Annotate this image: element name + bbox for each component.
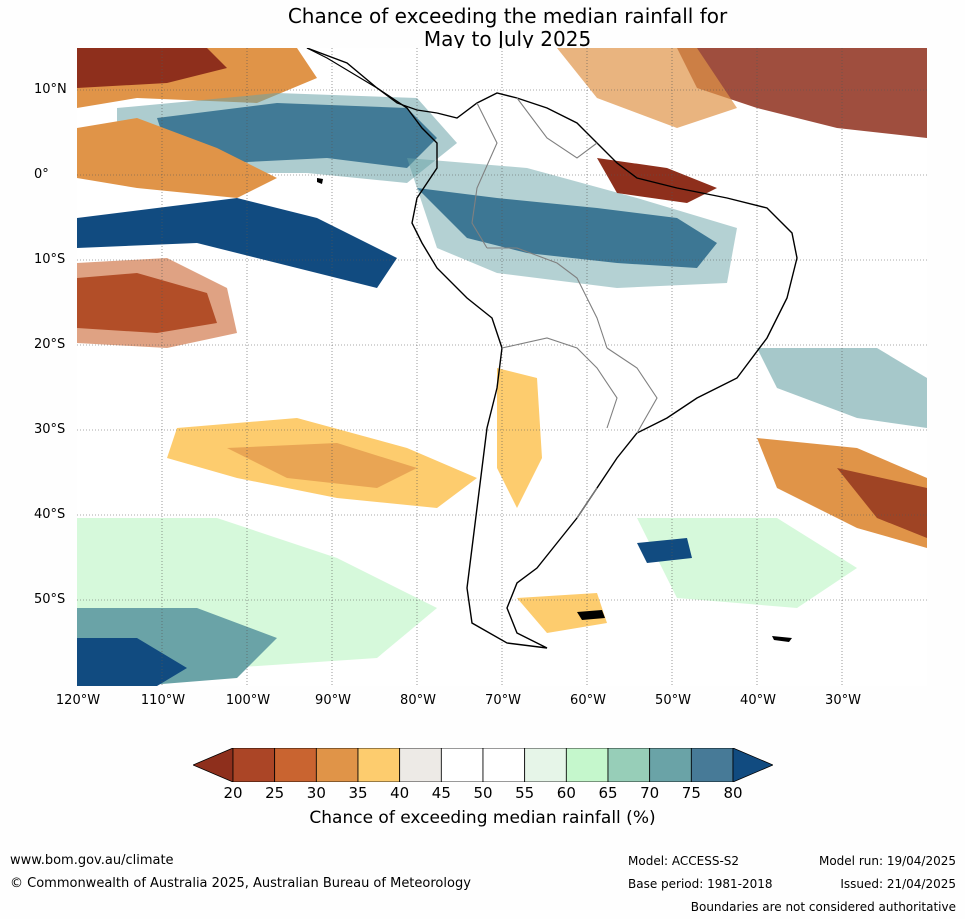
falkland-islands — [577, 610, 605, 620]
colorbar-arrow-right — [732, 748, 773, 782]
colorbar-segment — [274, 748, 317, 782]
colorbar-arrow-left — [193, 748, 234, 782]
colorbar-segment — [690, 748, 734, 782]
galapagos — [317, 178, 323, 184]
rainfall-map — [77, 48, 927, 686]
central-america-coastline — [306, 48, 438, 114]
colorbar-tick-label: 30 — [306, 784, 326, 802]
lat-label-20s: 20°S — [34, 337, 66, 352]
colorbar-segment — [565, 748, 609, 782]
orange-band-mid — [77, 118, 277, 198]
colorbar-tick-label: 80 — [723, 784, 743, 802]
colorbar-segment — [399, 748, 442, 782]
map-title-line2: May to July 2025 — [423, 27, 592, 51]
footer-issued: Issued: 21/04/2025 — [840, 877, 956, 891]
green-atlantic-south — [637, 518, 857, 608]
colorbar-segment — [440, 748, 484, 782]
colorbar-segment — [357, 748, 401, 782]
colorbar-segment — [524, 748, 567, 782]
red-guiana — [597, 158, 717, 203]
lon-label-50w: 50°W — [655, 693, 691, 708]
colorbar-tick-label: 25 — [265, 784, 285, 802]
lon-label-40w: 40°W — [740, 693, 776, 708]
lat-label-10n: 10°N — [34, 82, 67, 97]
footer-base-period: Base period: 1981-2018 — [628, 877, 773, 891]
lat-label-0: 0° — [34, 167, 49, 182]
footer-model: Model: ACCESS-S2 — [628, 854, 740, 868]
orange-patagonia — [517, 593, 607, 633]
footer-copyright: © Commonwealth of Australia 2025, Austra… — [10, 876, 471, 891]
lon-label-30w: 30°W — [825, 693, 861, 708]
footer-disclaimer: Boundaries are not considered authoritat… — [690, 900, 956, 914]
colorbar-segment — [315, 748, 359, 782]
colorbar-tick-label: 35 — [348, 784, 368, 802]
lon-label-80w: 80°W — [400, 693, 436, 708]
orange-band-west — [77, 258, 237, 348]
colorbar-segment — [607, 748, 651, 782]
blue-south — [77, 638, 187, 686]
colorbar-tick-label: 70 — [640, 784, 660, 802]
orange-pacific-south-2 — [227, 443, 417, 488]
lon-label-110w: 110°W — [140, 693, 186, 708]
colorbar-tick-label: 75 — [681, 784, 701, 802]
red-band-north — [77, 48, 227, 88]
lon-label-100w: 100°W — [225, 693, 271, 708]
colorbar-segment — [232, 748, 276, 782]
colorbar-tick-label: 45 — [431, 784, 451, 802]
colorbar-tick-label: 65 — [598, 784, 618, 802]
lat-label-10s: 10°S — [34, 252, 66, 267]
graticule — [77, 48, 927, 686]
colorbar-segment — [482, 748, 526, 782]
footer-model-run: Model run: 19/04/2025 — [818, 854, 956, 868]
south-georgia — [772, 636, 792, 642]
colorbar-label: Chance of exceeding median rainfall (%) — [309, 808, 656, 828]
orange-atlantic-north — [557, 48, 737, 128]
south-america-coastline — [306, 48, 798, 649]
blue-atlantic-south — [637, 538, 692, 563]
lon-label-120w: 120°W — [55, 693, 101, 708]
colorbar-tick-label: 40 — [390, 784, 410, 802]
colorbar-tick-label: 55 — [515, 784, 535, 802]
orange-chile — [497, 368, 542, 508]
lon-label-90w: 90°W — [315, 693, 351, 708]
lat-label-30s: 30°S — [34, 422, 66, 437]
colorbar-tick-label: 20 — [223, 784, 243, 802]
teal-amazon — [407, 158, 737, 288]
colorbar — [193, 748, 773, 782]
red-band-atlantic-north — [677, 48, 927, 138]
blue-band-2 — [77, 198, 397, 288]
colorbar-tick-label: 50 — [473, 784, 493, 802]
colorbar-segment — [649, 748, 692, 782]
map-title-line1: Chance of exceeding the median rainfall … — [287, 4, 728, 28]
lat-label-50s: 50°S — [34, 592, 66, 607]
country-borders — [471, 97, 658, 519]
lat-label-40s: 40°S — [34, 507, 66, 522]
colorbar-tick-label: 60 — [556, 784, 576, 802]
lon-label-60w: 60°W — [570, 693, 606, 708]
footer-url: www.bom.gov.au/climate — [10, 853, 174, 868]
red-south-atlantic — [837, 468, 927, 538]
lon-label-70w: 70°W — [485, 693, 521, 708]
